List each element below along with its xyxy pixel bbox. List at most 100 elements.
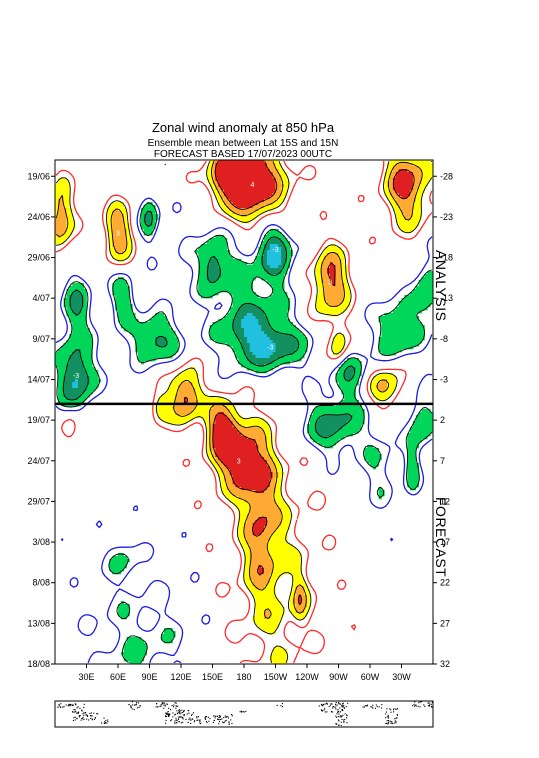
- contour-cell: [238, 481, 242, 485]
- contour-cell: [427, 301, 431, 305]
- contour-cell: [241, 316, 245, 320]
- contour-cell: [63, 391, 67, 395]
- contour-cell: [66, 184, 70, 188]
- contour-cell: [129, 313, 133, 317]
- contour-cell: [415, 178, 420, 182]
- contour-cell: [209, 250, 213, 254]
- contour-cell: [229, 283, 233, 287]
- contour-cell: [430, 166, 433, 170]
- contour-cell: [160, 418, 165, 422]
- contour-cell: [404, 226, 408, 230]
- contour-cell: [218, 289, 222, 293]
- contour-cell: [372, 457, 377, 461]
- contour-cell: [421, 277, 425, 281]
- contour-cell: [378, 343, 382, 347]
- contour-cell: [221, 415, 225, 419]
- contour-cell: [195, 406, 199, 410]
- contour-cell: [218, 238, 222, 242]
- contour-cell: [329, 304, 334, 308]
- contour-cell: [418, 190, 422, 194]
- contour-cell: [75, 376, 79, 380]
- contour-cell: [238, 442, 242, 446]
- contour-cell: [347, 394, 351, 398]
- contour-cell: [112, 232, 116, 236]
- contour-cell: [347, 397, 351, 401]
- contour-cell: [138, 355, 142, 359]
- contour-cell: [232, 442, 236, 446]
- contour-cell: [241, 511, 245, 515]
- contour-cell: [404, 196, 408, 200]
- contour-cell: [244, 163, 248, 167]
- contour-cell: [266, 427, 271, 431]
- contour-cell: [206, 418, 210, 422]
- contour-cell: [415, 214, 420, 218]
- contour-cell: [332, 346, 336, 350]
- contour-cell: [324, 247, 328, 251]
- contour-cell: [266, 196, 271, 200]
- contour-cell: [318, 283, 322, 287]
- contour-cell: [215, 412, 219, 416]
- contour-cell: [407, 457, 411, 461]
- contour-cell: [212, 433, 216, 437]
- contour-cell: [281, 358, 285, 362]
- contour-cell: [289, 346, 294, 350]
- contour-cell: [266, 205, 271, 209]
- contour-cell: [418, 415, 422, 419]
- contour-cell: [221, 463, 225, 467]
- contour-cell: [252, 433, 256, 437]
- contour-cell: [126, 298, 130, 302]
- contour-cell: [201, 262, 205, 266]
- contour-cell: [266, 490, 271, 494]
- contour-cell: [332, 271, 336, 275]
- contour-cell: [355, 400, 359, 404]
- contour-cell: [57, 388, 62, 392]
- contour-cell: [327, 286, 331, 290]
- contour-cell: [252, 187, 256, 191]
- contour-cell: [238, 523, 242, 527]
- contour-cell: [252, 484, 256, 488]
- contour-cell: [235, 217, 239, 221]
- contour-cell: [249, 316, 253, 320]
- contour-cell: [215, 160, 219, 164]
- contour-cell: [86, 343, 90, 347]
- contour-cell: [232, 193, 236, 197]
- contour-cell: [258, 367, 262, 371]
- contour-cell: [275, 466, 279, 470]
- contour-cell: [83, 361, 87, 365]
- contour-cell: [344, 289, 348, 293]
- contour-cell: [272, 187, 276, 191]
- contour-cell: [83, 334, 87, 338]
- contour-cell: [212, 283, 216, 287]
- contour-cell: [249, 454, 253, 458]
- contour-cell: [378, 394, 382, 398]
- contour-cell: [269, 523, 273, 527]
- contour-cell: [266, 277, 271, 281]
- contour-cell: [246, 325, 251, 329]
- contour-cell: [415, 427, 420, 431]
- contour-cell: [55, 238, 59, 242]
- contour-cell: [238, 454, 242, 458]
- contour-cell: [232, 487, 236, 491]
- contour-cell: [235, 346, 239, 350]
- contour-cell: [264, 433, 268, 437]
- contour-cell: [120, 229, 125, 233]
- contour-cell: [115, 202, 119, 206]
- contour-cell: [221, 409, 225, 413]
- contour-cell: [266, 514, 271, 518]
- contour-cell: [158, 352, 162, 356]
- contour-cell: [215, 322, 219, 326]
- contour-cell: [140, 334, 145, 338]
- contour-cell: [77, 385, 82, 389]
- contour-cell: [338, 406, 342, 410]
- contour-cell: [163, 328, 168, 332]
- contour-cell: [77, 286, 82, 290]
- contour-cell: [430, 280, 433, 284]
- contour-cell: [329, 250, 334, 254]
- contour-cell: [252, 343, 256, 347]
- contour-cell: [166, 394, 170, 398]
- contour-cell: [209, 283, 213, 287]
- contour-cell: [80, 397, 84, 401]
- contour-cell: [407, 319, 411, 323]
- contour-cell: [266, 187, 271, 191]
- contour-cell: [238, 508, 242, 512]
